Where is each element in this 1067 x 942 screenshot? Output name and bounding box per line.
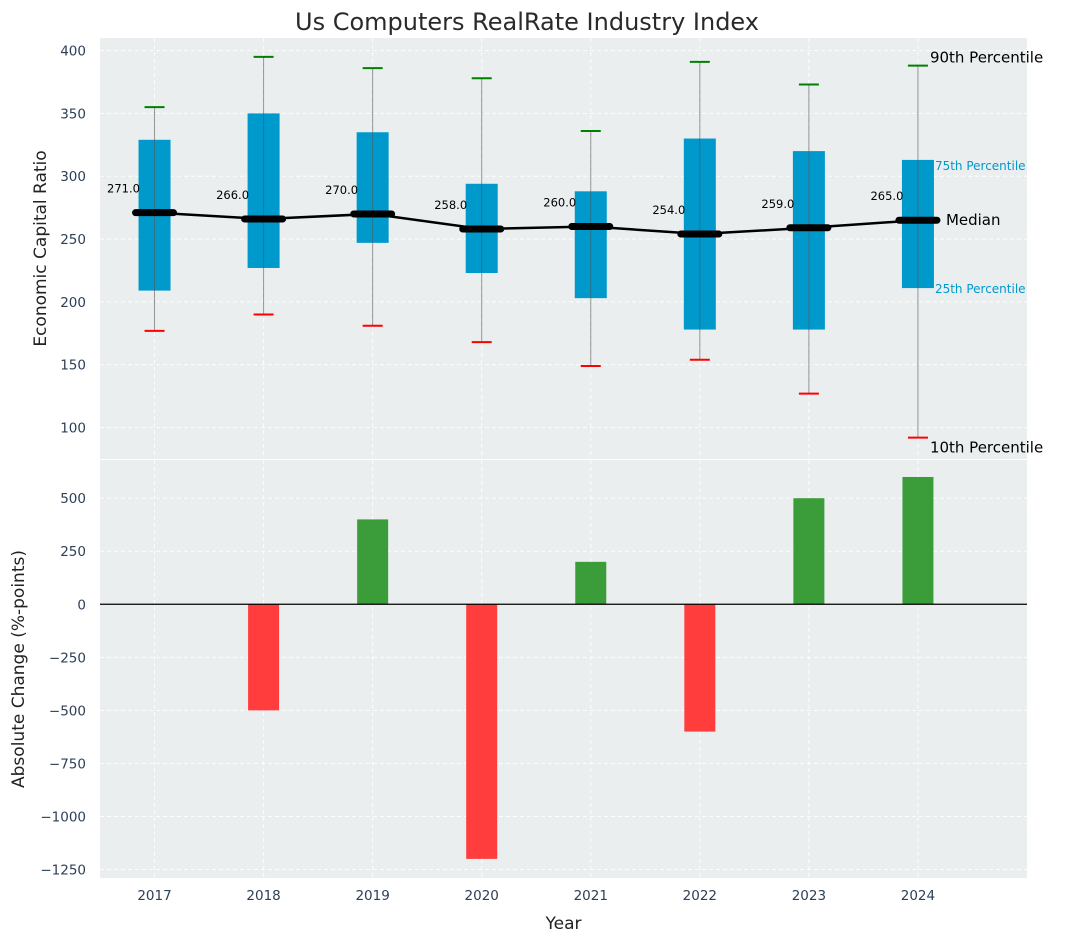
change-bar [684, 604, 716, 732]
x-tick-label: 2024 [901, 888, 935, 904]
x-tick-label: 2019 [355, 888, 389, 904]
median-value-label: 260.0 [543, 196, 576, 210]
annotation-p90: 90th Percentile [930, 49, 1043, 67]
median-value-label: 271.0 [107, 182, 140, 196]
change-bar [575, 561, 607, 605]
chart-title: Us Computers RealRate Industry Index [295, 8, 759, 36]
y-tick-label: −1250 [40, 863, 86, 879]
y-tick-label: 150 [60, 358, 86, 374]
x-tick-label: 2022 [683, 888, 717, 904]
bottom-y-ticks: −1250 −1000 −750 −500 −250 0 250 500 [40, 491, 86, 878]
bottom-plot-background [100, 460, 1027, 878]
annotation-p75: 75th Percentile [935, 159, 1026, 173]
x-tick-label: 2020 [465, 888, 499, 904]
y-tick-label: 500 [60, 491, 86, 507]
x-tick-label: 2021 [574, 888, 608, 904]
y-tick-label: −750 [49, 756, 86, 772]
x-tick-label: 2017 [137, 888, 171, 904]
change-bar [902, 476, 934, 605]
y-tick-label: −1000 [40, 809, 86, 825]
top-panel: 100 150 200 250 300 350 400 271.0 266.0 270.0 258… [31, 38, 1043, 459]
median-value-label: 258.0 [434, 198, 467, 212]
y-tick-label: 250 [60, 544, 86, 560]
y-tick-label: 300 [60, 169, 86, 185]
y-tick-label: 200 [60, 295, 86, 311]
annotation-p25: 25th Percentile [935, 282, 1026, 296]
top-plot-background [100, 38, 1027, 459]
y-tick-label: −250 [49, 650, 86, 666]
y-tick-label: 350 [60, 106, 86, 122]
percentile-annotations: 90th Percentile 75th Percentile Median 25th… [930, 49, 1043, 457]
x-tick-label: 2018 [246, 888, 280, 904]
top-y-ticks: 100 150 200 250 300 350 400 [60, 44, 86, 437]
bottom-y-axis-label: Absolute Change (%-points) [9, 550, 29, 788]
top-y-axis-label: Economic Capital Ratio [31, 150, 51, 346]
median-value-label: 265.0 [870, 189, 903, 203]
change-bar [357, 519, 389, 605]
x-tick-label: 2023 [792, 888, 826, 904]
bottom-bars [100, 476, 1027, 859]
top-marks: 271.0 266.0 270.0 258.0 260.0 254.0 259.0 265.0 [107, 55, 941, 439]
median-value-label: 254.0 [652, 203, 685, 217]
y-tick-label: 100 [60, 421, 86, 437]
annotation-p10: 10th Percentile [930, 439, 1043, 457]
x-ticks: 2017 2018 2019 2020 2021 2022 2023 2024 [137, 888, 935, 904]
y-tick-label: 400 [60, 44, 86, 60]
median-value-label: 266.0 [216, 188, 249, 202]
median-value-label: 270.0 [325, 183, 358, 197]
x-axis-label: Year [545, 914, 582, 934]
change-bar [793, 498, 825, 605]
annotation-median: Median [946, 211, 1001, 229]
y-tick-label: 250 [60, 232, 86, 248]
median-value-label: 259.0 [761, 197, 794, 211]
change-bar [248, 604, 280, 711]
change-bar [466, 604, 498, 859]
y-tick-label: 0 [77, 597, 86, 613]
y-tick-label: −500 [49, 703, 86, 719]
